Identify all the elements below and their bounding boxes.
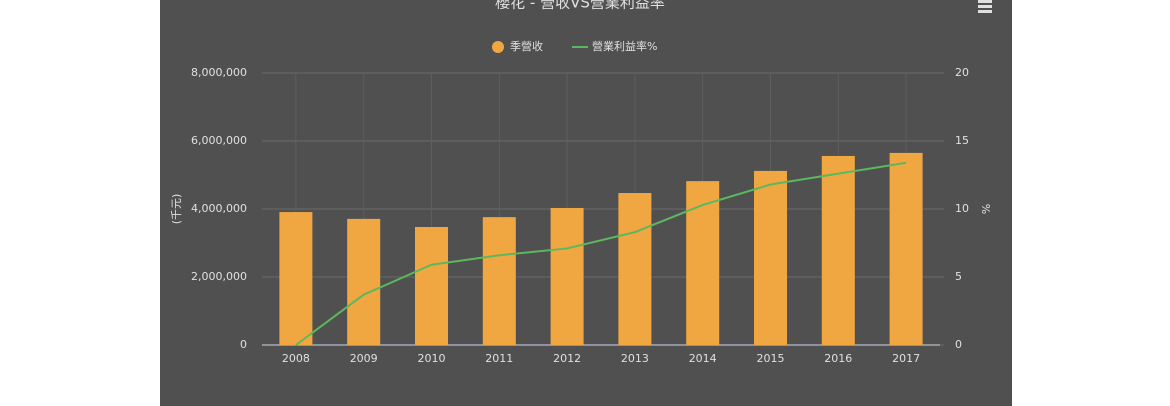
menu-bar — [978, 10, 992, 13]
bar — [550, 207, 584, 345]
y2-axis-label: % — [979, 204, 992, 214]
y-tick-label: 8,000,000 — [191, 66, 247, 79]
bar — [821, 155, 855, 345]
y2-tick-label: 20 — [955, 66, 969, 79]
x-tick-label: 2017 — [892, 352, 920, 365]
legend-label[interactable]: 營業利益率% — [592, 39, 657, 53]
bar — [482, 217, 516, 345]
y-tick-label: 6,000,000 — [191, 134, 247, 147]
x-tick-label: 2011 — [485, 352, 513, 365]
menu-bar — [978, 5, 992, 8]
x-tick-label: 2008 — [282, 352, 310, 365]
y2-tick-label: 10 — [955, 202, 969, 215]
y2-tick-label: 5 — [955, 270, 962, 283]
x-tick-label: 2012 — [553, 352, 581, 365]
chart-title: 櫻花 - 營收VS營業利益率 — [495, 0, 665, 12]
x-tick-label: 2014 — [689, 352, 717, 365]
x-tick-label: 2015 — [757, 352, 785, 365]
y2-tick-label: 15 — [955, 134, 969, 147]
x-tick-label: 2016 — [824, 352, 852, 365]
legend-label[interactable]: 季營收 — [510, 39, 543, 53]
bar — [279, 212, 313, 345]
bar — [889, 152, 923, 345]
bar — [415, 227, 448, 345]
menu-bar — [978, 0, 992, 3]
x-tick-label: 2010 — [418, 352, 446, 365]
y-tick-label: 0 — [240, 338, 247, 351]
x-tick-label: 2013 — [621, 352, 649, 365]
bar — [347, 218, 381, 345]
line — [295, 161, 907, 346]
bar — [754, 170, 787, 345]
y-tick-label: 4,000,000 — [191, 202, 247, 215]
legend-marker[interactable] — [492, 41, 504, 53]
y-axis-label: (千元) — [170, 194, 183, 225]
y-tick-label: 2,000,000 — [191, 270, 247, 283]
x-tick-label: 2009 — [350, 352, 378, 365]
bar — [618, 193, 652, 345]
menu-button[interactable] — [978, 0, 992, 13]
y2-tick-label: 0 — [955, 338, 962, 351]
